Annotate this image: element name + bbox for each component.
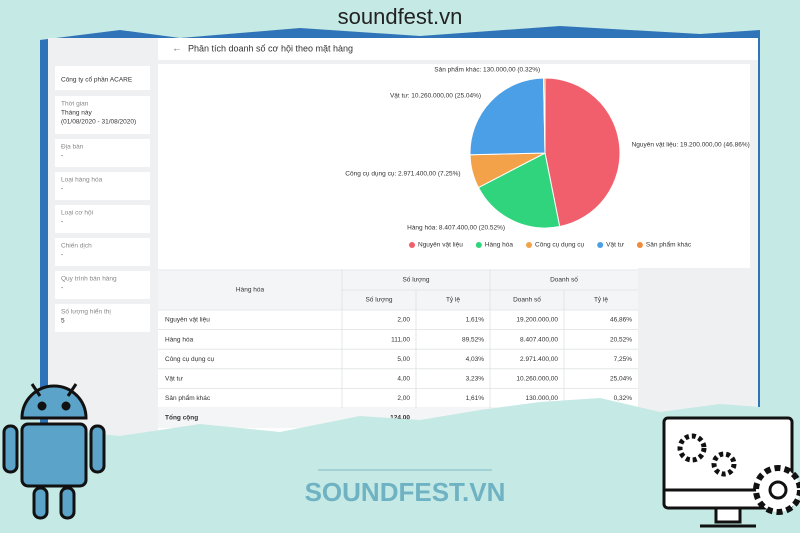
filter-label: Chiến dịch bbox=[61, 241, 92, 250]
chart-panel bbox=[158, 64, 750, 268]
table-cell: 25,04% bbox=[610, 376, 632, 383]
table-cell: 20,52% bbox=[610, 336, 632, 343]
header-cell: Tỷ lệ bbox=[446, 297, 460, 304]
monitor-icon bbox=[662, 416, 800, 528]
legend-label[interactable]: Hàng hóa bbox=[485, 242, 514, 249]
filter-card[interactable] bbox=[55, 172, 150, 200]
table-cell: 89,52% bbox=[462, 336, 484, 343]
filter-card[interactable] bbox=[55, 238, 150, 266]
pie-slice bbox=[477, 152, 561, 229]
filter-label: Thời gian bbox=[61, 101, 89, 108]
filter-card[interactable] bbox=[55, 205, 150, 233]
table-cell: 2.971.400,00 bbox=[520, 356, 558, 363]
filter-value: 5 bbox=[61, 318, 65, 325]
filter-label: Số lượng hiển thị bbox=[61, 307, 111, 316]
table-cell: 10.260.000,00 bbox=[516, 376, 558, 383]
slice-label: Nguyên vật liệu: 19.200.000,00 (46.86%) bbox=[632, 142, 750, 149]
legend-label[interactable]: Sản phẩm khác bbox=[646, 241, 692, 249]
filter-card[interactable] bbox=[55, 96, 150, 134]
brand: soundfest.vn bbox=[338, 4, 463, 29]
filter-card[interactable] bbox=[55, 139, 150, 167]
header-cell: Số lượng bbox=[402, 275, 429, 284]
legend-label[interactable]: Vật tư bbox=[606, 242, 624, 249]
legend-swatch[interactable] bbox=[526, 242, 533, 248]
table-cell: Nguyên vật liệu bbox=[165, 317, 210, 324]
table-cell: 1,61% bbox=[466, 395, 485, 402]
filter-card[interactable] bbox=[55, 304, 150, 332]
filter-value: Tháng này bbox=[61, 110, 92, 117]
header-cell: Hàng hóa bbox=[236, 287, 265, 294]
slice-label: Hàng hóa: 8.407.400,00 (20.52%) bbox=[407, 225, 505, 232]
legend-swatch[interactable] bbox=[636, 242, 643, 248]
legend-label[interactable]: Công cụ dụng cụ bbox=[535, 242, 585, 249]
filter-detail: (01/08/2020 - 31/08/2020) bbox=[61, 119, 136, 126]
table-cell: 2,00 bbox=[397, 395, 410, 402]
slice-label: Sản phẩm khác: 130.000,00 (0.32%) bbox=[434, 66, 540, 74]
table-cell: Sản phẩm khác bbox=[165, 394, 211, 402]
total-cell: Tổng cộng bbox=[165, 414, 198, 422]
table-cell: 0,32% bbox=[614, 395, 633, 402]
legend-swatch[interactable] bbox=[409, 242, 415, 248]
table-cell: 2,00 bbox=[397, 317, 410, 324]
filter-value: - bbox=[61, 153, 63, 160]
back-arrow[interactable]: ← bbox=[172, 44, 182, 55]
android-icon bbox=[2, 383, 106, 520]
table-cell: 1,61% bbox=[466, 317, 485, 324]
filter-label: Loại cơ hội bbox=[61, 210, 93, 217]
table-cell: 7,25% bbox=[614, 356, 633, 363]
table-cell: Hàng hóa bbox=[165, 336, 194, 343]
table-cell: 5,00 bbox=[397, 356, 410, 363]
pie-slice bbox=[544, 77, 621, 228]
filter-label: Quy trình bán hàng bbox=[61, 276, 117, 283]
slice-label: Công cụ dụng cụ: 2.971.400,00 (7.25%) bbox=[345, 170, 460, 177]
table-cell: 46,86% bbox=[610, 317, 632, 324]
watermark: SOUNDFEST.VN bbox=[305, 477, 506, 507]
page-title: Phân tích doanh số cơ hội theo mặt hàng bbox=[188, 43, 353, 53]
legend-swatch[interactable] bbox=[597, 242, 604, 248]
company: Công ty cổ phần ACARE bbox=[61, 75, 133, 84]
table-cell: 4,00 bbox=[397, 376, 410, 383]
top-bar bbox=[158, 38, 758, 60]
filter-label: Địa bàn bbox=[61, 144, 84, 151]
table-cell: 19.200.000,00 bbox=[516, 317, 558, 324]
torn-paper bbox=[0, 398, 800, 533]
header-cell: Số lượng bbox=[365, 295, 392, 304]
header-cell: Tỷ lệ bbox=[594, 297, 608, 304]
table-cell: 8.407.400,00 bbox=[520, 336, 558, 343]
legend-swatch[interactable] bbox=[475, 242, 482, 248]
slice-label: Vật tư: 10.260.000,00 (25.04%) bbox=[390, 92, 481, 99]
filter-value: - bbox=[61, 186, 63, 193]
filter-card[interactable] bbox=[55, 271, 150, 299]
table-cell: 4,03% bbox=[466, 356, 485, 363]
pie-slice bbox=[469, 77, 546, 156]
table-cell: 130.000,00 bbox=[525, 395, 558, 402]
pie-slice bbox=[542, 77, 546, 154]
table-cell: Vật tư bbox=[165, 376, 183, 383]
filter-card bbox=[55, 66, 150, 90]
filter-value: - bbox=[61, 219, 63, 226]
header-cell: Doanh số bbox=[513, 295, 541, 304]
filter-value: - bbox=[61, 285, 63, 292]
filter-label: Loại hàng hóa bbox=[61, 177, 103, 184]
filter-value: - bbox=[61, 252, 63, 259]
table-cell: 3,23% bbox=[466, 376, 485, 383]
table-cell: Công cụ dụng cụ bbox=[165, 356, 215, 363]
table-cell: 111,00 bbox=[391, 336, 410, 343]
legend-label[interactable]: Nguyên vật liệu bbox=[418, 242, 463, 249]
header-cell: Doanh số bbox=[550, 275, 578, 284]
total-cell: 124,00 bbox=[390, 415, 410, 422]
